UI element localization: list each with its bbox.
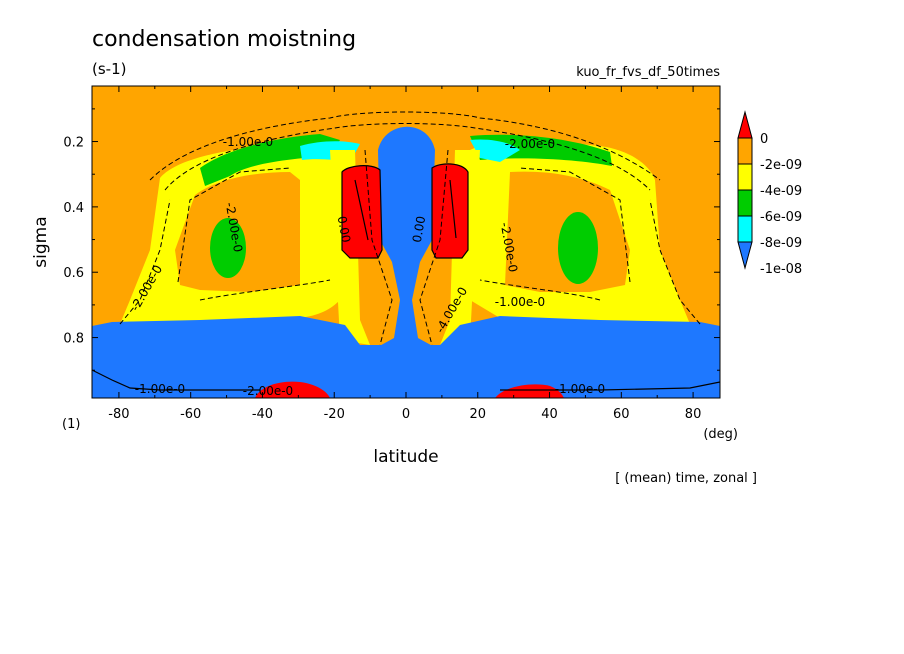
contour-label: -2.00e-0 [505, 137, 555, 151]
region-cyan-upper-right [470, 139, 520, 162]
chart-title: condensation moistning [92, 27, 356, 52]
contour-line [341, 165, 383, 259]
colorbar-arrow-bottom [737, 241, 753, 270]
x-tick-label: 40 [541, 407, 558, 422]
colorbar-label: -1e-08 [760, 262, 802, 277]
contour-line [149, 111, 661, 181]
x-tick-label: 20 [469, 407, 486, 422]
contour-label: -1.00e-0 [135, 382, 185, 396]
y-tick-label: 0.8 [63, 332, 84, 347]
x-tick-label: 0 [402, 407, 410, 422]
contour-line [500, 381, 720, 391]
contour-label: 0.00 [410, 215, 428, 244]
colorbar-segment [737, 163, 753, 191]
x-axis: -80 -60 -40 -20 0 20 40 60 80 [108, 86, 701, 422]
x-axis-title: latitude [373, 447, 438, 467]
x-tick-label: 60 [613, 407, 630, 422]
colorbar-label: -4e-09 [760, 184, 802, 199]
contour-label: -1.00e-0 [223, 135, 273, 149]
contour-line [354, 179, 369, 241]
x-tick-label: -40 [252, 407, 273, 422]
y-tick-label: 0.6 [63, 266, 84, 281]
contour-line [119, 199, 171, 325]
contour-line [431, 163, 469, 259]
contour-line [649, 199, 701, 325]
contour-line [177, 167, 291, 283]
contour-line [419, 149, 449, 346]
colorbar-label: -6e-09 [760, 210, 802, 225]
contour-label: 0.00 [335, 215, 353, 244]
x-tick-label: -60 [180, 407, 201, 422]
contour-line [364, 149, 393, 346]
colorbar-arrow-top [737, 110, 753, 139]
colorbar-label: -8e-09 [760, 236, 802, 251]
y-unit-label: (1) [62, 417, 80, 432]
region-blue-lower-band [92, 316, 720, 398]
colorbar-label: -2e-09 [760, 158, 802, 173]
contour-line [479, 279, 601, 301]
contour-label: -1.00e-0 [555, 382, 605, 396]
plot-area: -1.00e-0 -2.00e-0-2.00e-0-2.00e-00.00 0.00… [92, 86, 720, 398]
region-red-core-right [432, 163, 468, 258]
contour-line [519, 167, 631, 283]
contour-label: -2.00e-0 [243, 384, 293, 398]
region-green-right-blob [558, 212, 598, 284]
x-tick-label: -20 [324, 407, 345, 422]
colorbar-segment [737, 137, 753, 165]
contour-line [199, 279, 331, 301]
y-tick-label: 0.2 [63, 136, 84, 151]
region-green-left-blob [210, 218, 246, 278]
colorbar-segment [737, 215, 753, 243]
region-blue-central-column [372, 126, 440, 350]
contour-label: -1.00e-0 [495, 295, 545, 309]
region-red-bottom-left [255, 381, 330, 398]
region-red-bottom-right [495, 384, 564, 398]
y-tick-label: 0.4 [63, 201, 84, 216]
averaging-annotation: [ (mean) time, zonal ] [615, 471, 757, 486]
x-tick-label: 80 [685, 407, 702, 422]
y-axis: 0.2 0.4 0.6 0.8 [63, 108, 720, 371]
x-tick-label: -80 [108, 407, 129, 422]
contour-line [449, 179, 457, 239]
x-unit-label: (deg) [703, 427, 738, 442]
contour-line [92, 369, 260, 391]
colorbar: 0 -2e-09 -4e-09 -6e-09 -8e-09 -1e-08 [737, 110, 802, 277]
y-axis-title: sigma [31, 216, 51, 267]
units-label: (s-1) [92, 60, 126, 78]
colorbar-label: 0 [760, 132, 768, 147]
colorbar-segment [737, 189, 753, 217]
experiment-label: kuo_fr_fvs_df_50times [576, 65, 720, 80]
